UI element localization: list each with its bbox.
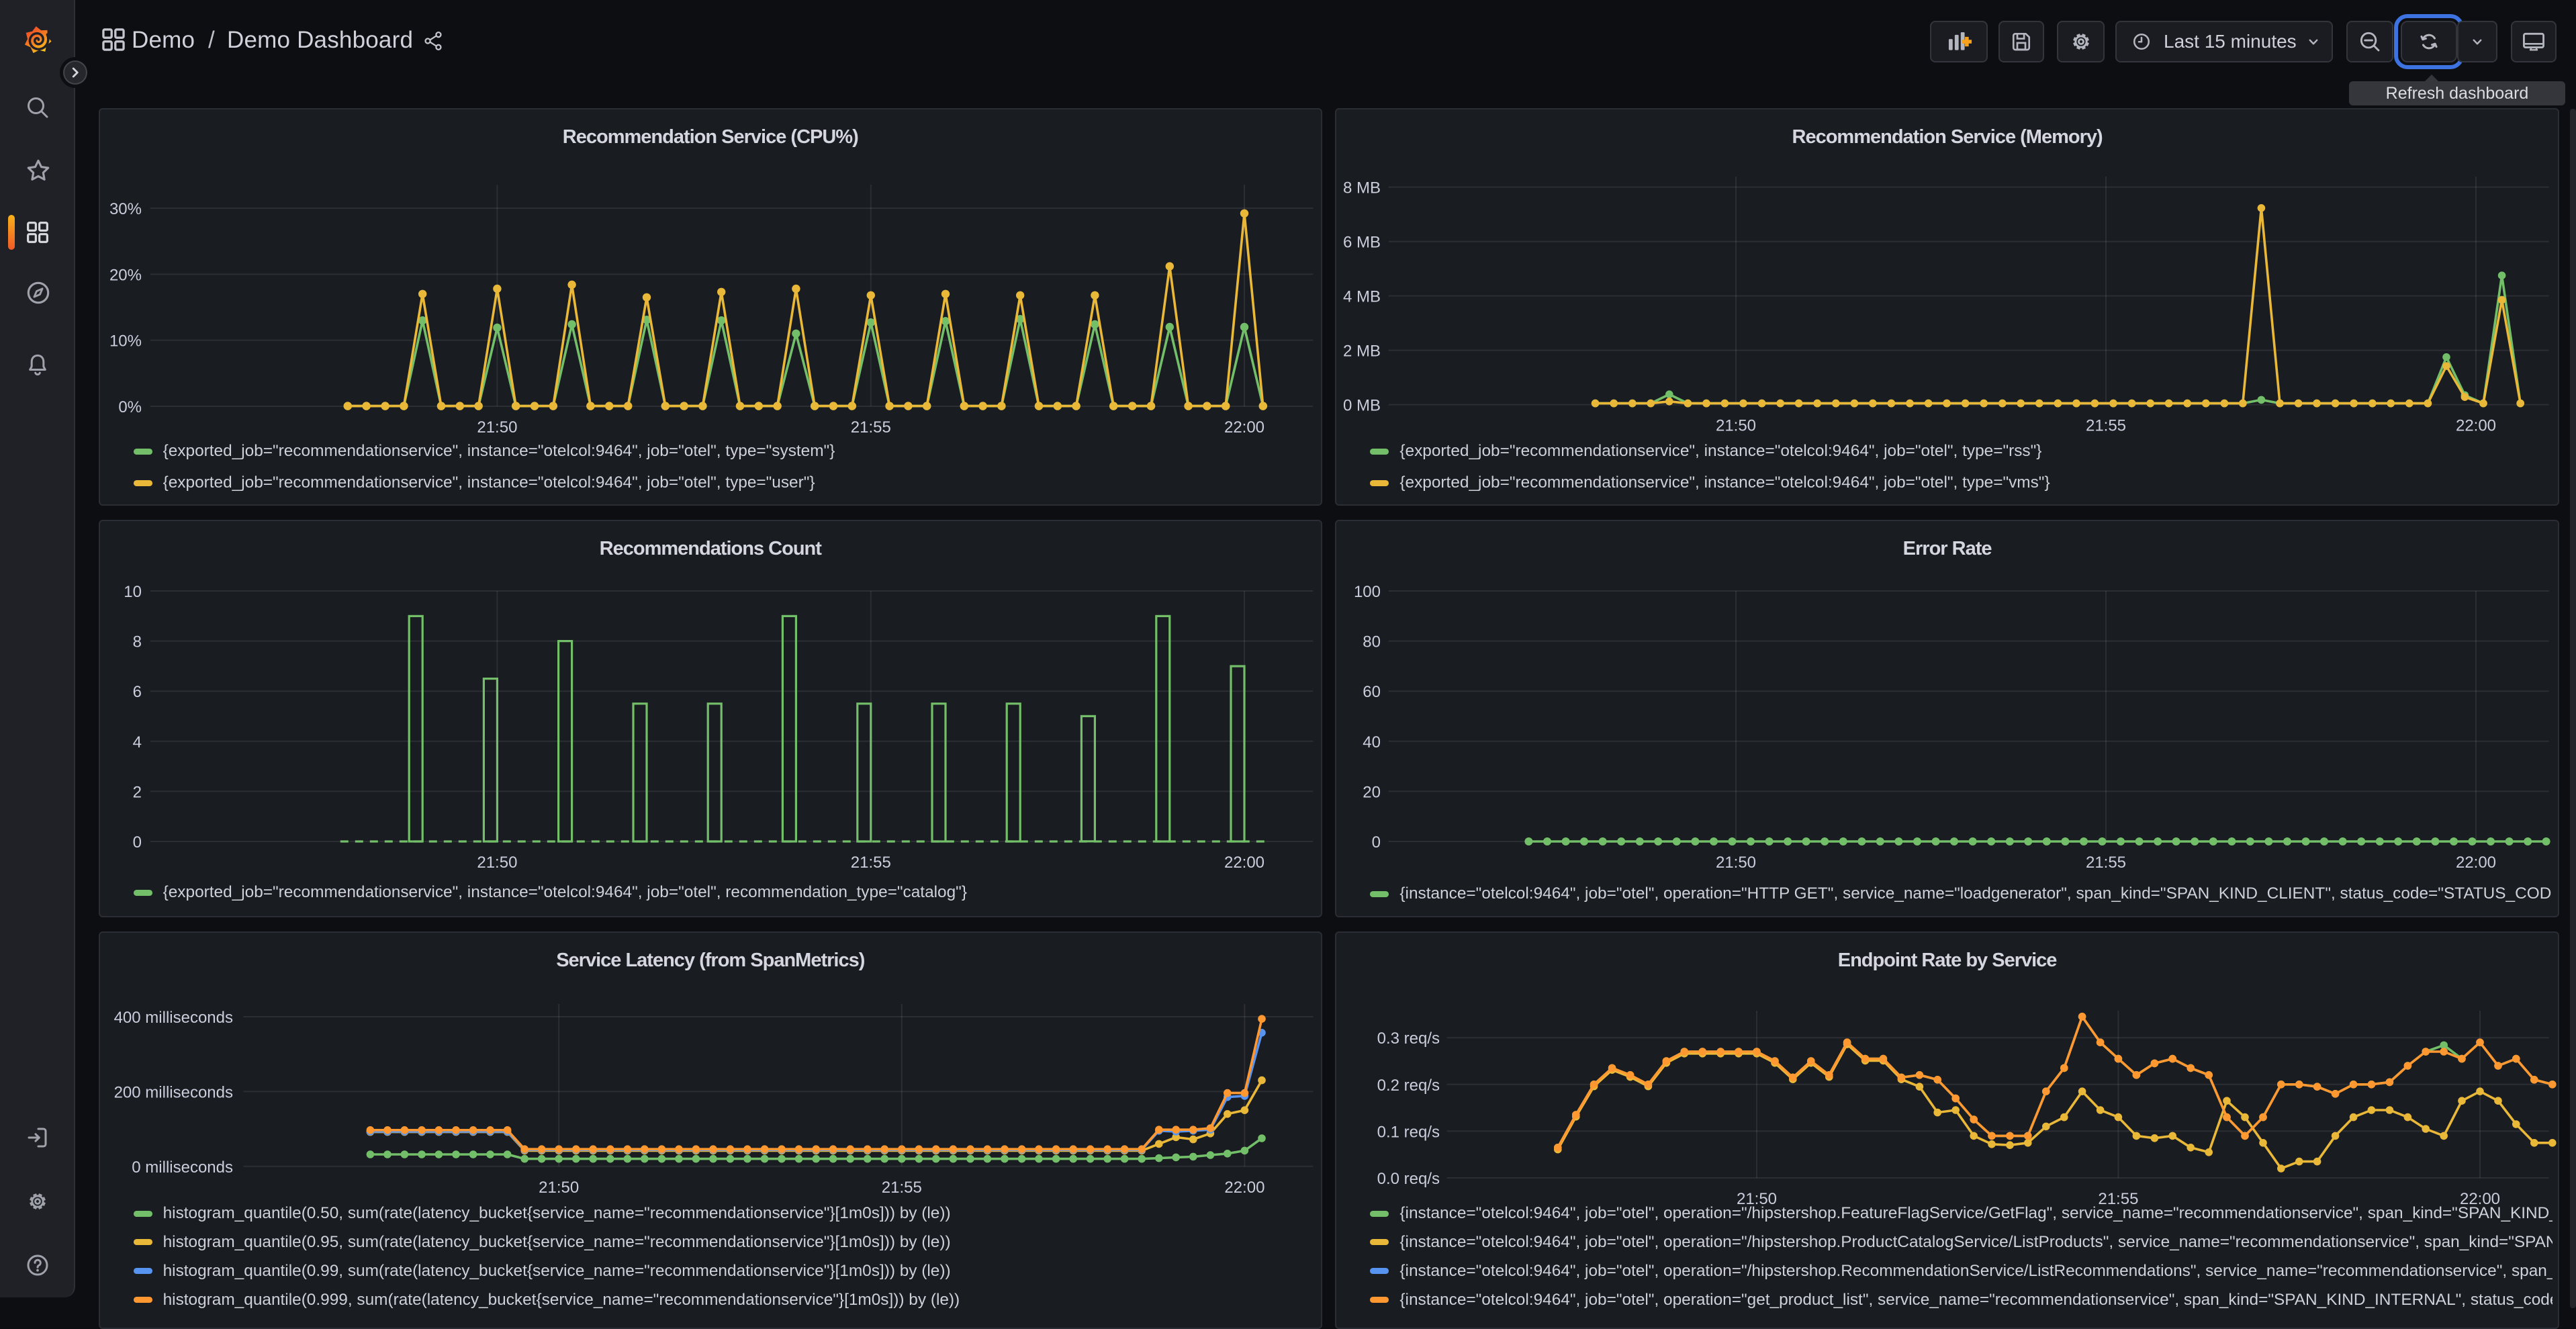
svg-text:0.0 req/s: 0.0 req/s bbox=[1377, 1170, 1440, 1188]
svg-text:2 MB: 2 MB bbox=[1343, 342, 1381, 361]
svg-text:22:00: 22:00 bbox=[2456, 417, 2496, 435]
svg-text:21:55: 21:55 bbox=[850, 854, 890, 872]
svg-text:22:00: 22:00 bbox=[2460, 1190, 2500, 1208]
svg-text:21:55: 21:55 bbox=[850, 418, 890, 437]
svg-text:0.2 req/s: 0.2 req/s bbox=[1377, 1076, 1440, 1095]
svg-text:0%: 0% bbox=[118, 398, 142, 416]
svg-text:8 MB: 8 MB bbox=[1343, 179, 1381, 197]
svg-text:4 MB: 4 MB bbox=[1343, 288, 1381, 306]
svg-text:200 milliseconds: 200 milliseconds bbox=[113, 1083, 232, 1101]
svg-text:20: 20 bbox=[1363, 783, 1381, 801]
svg-text:21:55: 21:55 bbox=[881, 1179, 921, 1197]
svg-text:60: 60 bbox=[1363, 683, 1381, 701]
svg-text:10: 10 bbox=[124, 583, 142, 601]
svg-text:40: 40 bbox=[1363, 733, 1381, 751]
svg-text:21:55: 21:55 bbox=[2086, 854, 2126, 872]
svg-text:80: 80 bbox=[1363, 633, 1381, 651]
svg-text:100: 100 bbox=[1354, 583, 1381, 601]
svg-text:22:00: 22:00 bbox=[1224, 1179, 1264, 1197]
svg-text:21:50: 21:50 bbox=[477, 854, 517, 872]
svg-text:20%: 20% bbox=[109, 266, 142, 284]
svg-text:400 milliseconds: 400 milliseconds bbox=[113, 1009, 232, 1027]
svg-text:0 MB: 0 MB bbox=[1343, 397, 1381, 415]
svg-text:21:50: 21:50 bbox=[1716, 854, 1756, 872]
svg-text:0 milliseconds: 0 milliseconds bbox=[132, 1158, 233, 1177]
svg-text:10%: 10% bbox=[109, 332, 142, 351]
svg-text:0.1 req/s: 0.1 req/s bbox=[1377, 1123, 1440, 1141]
svg-text:6 MB: 6 MB bbox=[1343, 234, 1381, 252]
svg-text:4: 4 bbox=[132, 733, 141, 751]
svg-text:6: 6 bbox=[132, 683, 141, 701]
svg-text:22:00: 22:00 bbox=[2456, 854, 2496, 872]
svg-text:22:00: 22:00 bbox=[1224, 418, 1264, 437]
svg-text:21:50: 21:50 bbox=[539, 1179, 579, 1197]
svg-text:0.3 req/s: 0.3 req/s bbox=[1377, 1029, 1440, 1048]
svg-text:21:50: 21:50 bbox=[1737, 1190, 1777, 1208]
svg-text:0: 0 bbox=[1372, 833, 1381, 852]
svg-text:22:00: 22:00 bbox=[1224, 854, 1264, 872]
svg-text:30%: 30% bbox=[109, 200, 142, 218]
svg-text:0: 0 bbox=[132, 833, 141, 852]
svg-text:2: 2 bbox=[132, 783, 141, 801]
svg-text:21:50: 21:50 bbox=[477, 418, 517, 437]
svg-text:21:50: 21:50 bbox=[1716, 417, 1756, 435]
svg-text:21:55: 21:55 bbox=[2086, 417, 2126, 435]
svg-text:8: 8 bbox=[132, 633, 141, 651]
svg-text:21:55: 21:55 bbox=[2099, 1190, 2139, 1208]
